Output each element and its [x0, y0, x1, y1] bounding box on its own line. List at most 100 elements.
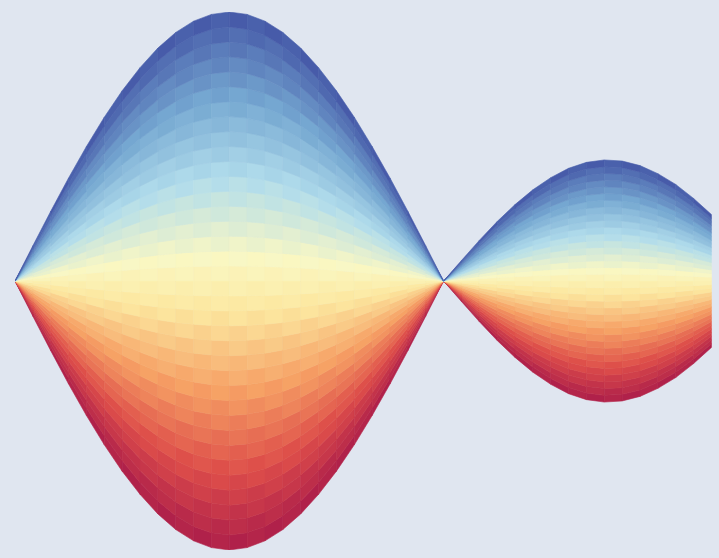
surface-cell: [247, 368, 265, 385]
surface-cell: [515, 190, 533, 209]
surface-cell: [604, 321, 622, 328]
surface-cell: [51, 281, 69, 287]
surface-cell: [426, 281, 444, 287]
surface-cell: [211, 236, 229, 251]
surface-cell: [211, 221, 229, 236]
surface-cell: [640, 293, 658, 300]
surface-cell: [444, 281, 462, 298]
surface-cell: [211, 161, 229, 177]
surface-cell: [211, 132, 229, 148]
surface-cell: [444, 281, 462, 283]
surface-cell: [229, 414, 247, 430]
surface-cell: [390, 281, 408, 287]
surface-cell: [229, 503, 247, 520]
surface-cell: [426, 281, 444, 285]
surface-cell: [694, 198, 712, 218]
surface-cell: [426, 281, 444, 299]
surface-cell: [229, 57, 247, 74]
surface-cell: [444, 281, 462, 299]
surface-cell: [158, 294, 176, 309]
surface-cell: [301, 281, 319, 294]
surface-cell: [104, 290, 122, 302]
surface-cell: [408, 281, 426, 285]
surface-cell: [229, 236, 247, 251]
surface-cell: [229, 12, 247, 29]
surface-cell: [229, 429, 247, 445]
surface-cell: [301, 293, 319, 307]
lower-edge: [15, 281, 711, 550]
surface-cell: [694, 281, 712, 286]
surface-cell: [604, 341, 622, 348]
surface-cell: [211, 444, 229, 460]
surface-cell: [194, 266, 212, 281]
surface-cell: [283, 307, 301, 323]
surface-cell: [15, 281, 33, 314]
surface-cell: [265, 281, 283, 295]
surface-cell: [211, 57, 229, 74]
surface-cell: [569, 294, 587, 301]
surface-cell: [86, 117, 104, 154]
surface-cell: [515, 281, 533, 286]
surface-cell: [247, 207, 265, 223]
surface-cell: [265, 223, 283, 239]
surface-cell: [604, 281, 622, 288]
surface-cell: [247, 339, 265, 355]
surface-cell: [211, 266, 229, 281]
surface-cell: [211, 296, 229, 311]
surface-cell: [69, 154, 87, 189]
surface-cell: [211, 340, 229, 355]
surface-cell: [211, 533, 229, 550]
surface-cell: [194, 295, 212, 310]
surface-cell: [319, 292, 337, 305]
surface-cell: [194, 14, 212, 35]
surface-cell: [229, 117, 247, 133]
surface-cell: [176, 267, 194, 281]
surface-cell: [586, 288, 604, 295]
surface-cell: [176, 281, 194, 295]
surface-cell: [604, 160, 622, 168]
surface-cell: [194, 207, 212, 223]
surface-cell: [604, 368, 622, 376]
surface-cell: [551, 281, 569, 287]
surface-cell: [86, 281, 104, 290]
surface-cell: [569, 300, 587, 308]
surface-cell: [426, 281, 444, 314]
surface-cell: [265, 295, 283, 310]
surface-cell: [390, 178, 408, 215]
surface-cell: [211, 518, 229, 535]
surface-cell: [569, 274, 587, 281]
surface-cell: [622, 287, 640, 294]
surface-cell: [551, 287, 569, 294]
surface-cell: [229, 176, 247, 192]
surface-cell: [426, 281, 444, 316]
surface-cell: [15, 281, 33, 289]
surface-cell: [229, 399, 247, 415]
surface-cell: [658, 174, 676, 190]
surface-cell: [229, 281, 247, 296]
surface-cell: [604, 227, 622, 234]
upper-edge: [15, 12, 711, 281]
surface-cell: [15, 281, 33, 285]
surface-cell: [229, 370, 247, 386]
surface-cell: [229, 266, 247, 281]
surface-cell: [122, 292, 140, 305]
surface-cell: [622, 300, 640, 307]
surface-cell: [229, 191, 247, 207]
surface-cell: [586, 327, 604, 335]
surface-cell: [229, 87, 247, 104]
surface-cell: [283, 294, 301, 309]
surface-cell: [211, 42, 229, 59]
surface-cell: [426, 281, 444, 304]
surface-cell: [604, 381, 622, 389]
surface-cell: [640, 287, 658, 294]
surface-cell: [140, 48, 158, 79]
surface-cell: [229, 533, 247, 550]
surface-cell: [319, 269, 337, 281]
surface-cell: [15, 281, 33, 291]
surface-cell: [15, 281, 33, 299]
surface-cell: [426, 281, 444, 312]
surface-cell: [247, 177, 265, 194]
surface-cell: [586, 321, 604, 329]
surface-cell: [426, 246, 444, 281]
surface-cell: [247, 353, 265, 370]
